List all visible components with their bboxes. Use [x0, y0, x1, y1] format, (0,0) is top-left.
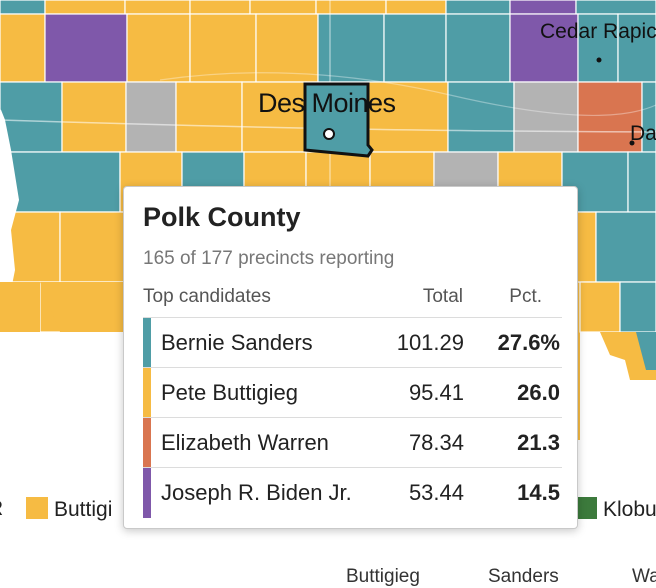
county-buttigieg: [175, 81, 243, 153]
legend-item-r: R: [0, 497, 3, 521]
county-sanders: [577, 13, 619, 83]
legend-swatch-klobuchar: [575, 497, 597, 519]
davenport-marker-icon: [629, 140, 635, 146]
candidate-row: Bernie Sanders 101.29 27.6%: [143, 317, 562, 368]
header-total: Total: [422, 286, 463, 307]
county-tie: [125, 81, 177, 153]
table-header-sanders[interactable]: Sanders: [488, 566, 559, 587]
city-label-cedar-rapids: Cedar Rapic: [540, 20, 656, 43]
county-tie: [513, 81, 579, 153]
county-sanders: [383, 13, 447, 83]
candidate-pct: 27.6%: [497, 330, 560, 355]
county-buttigieg: [0, 13, 46, 83]
legend-label: Klobu: [603, 498, 656, 521]
candidate-color-bar: [143, 418, 151, 468]
candidate-total: 53.44: [408, 480, 464, 505]
candidate-pct: 21.3: [517, 430, 560, 455]
county-sanders: [619, 281, 656, 333]
des-moines-marker-icon: [323, 128, 335, 140]
legend-item-buttigieg: Buttigi: [26, 497, 112, 522]
county-buttigieg: [241, 81, 307, 153]
legend-label: Buttigi: [54, 498, 113, 521]
county-biden: [509, 0, 577, 15]
county-sanders: [0, 0, 46, 15]
candidate-pct: 26.0: [517, 380, 560, 405]
county-biden: [509, 13, 579, 83]
county-buttigieg: [315, 0, 387, 15]
header-top-candidates: Top candidates: [143, 286, 271, 307]
legend-label: R: [0, 497, 3, 520]
candidate-total: 95.41: [408, 380, 464, 405]
county-buttigieg: [385, 0, 447, 15]
county-buttigieg: [61, 81, 127, 153]
candidate-name: Elizabeth Warren: [161, 430, 329, 455]
county-name: Polk County: [143, 202, 301, 232]
county-biden: [44, 13, 128, 83]
city-label-davenport: Da: [630, 122, 656, 145]
county-sanders: [445, 13, 511, 83]
county-buttigieg: [255, 13, 319, 83]
precincts-reporting: 165 of 177 precincts reporting: [143, 248, 395, 269]
legend-item-klobuchar: Klobu: [575, 497, 656, 522]
state-border-mask: [0, 110, 18, 440]
county-buttigieg: [124, 0, 191, 15]
candidate-name: Bernie Sanders: [161, 330, 313, 355]
county-buttigieg: [579, 281, 621, 333]
county-sanders: [317, 13, 385, 83]
table-header-warren[interactable]: Wa: [632, 566, 656, 587]
county-buttigieg: [249, 0, 317, 15]
county-buttigieg: [189, 13, 257, 83]
candidate-name: Joseph R. Biden Jr.: [161, 480, 352, 505]
county-sanders: [617, 13, 656, 83]
candidate-color-bar: [143, 368, 151, 418]
cedar-rapids-marker-icon: [596, 57, 602, 63]
county-buttigieg: [59, 211, 125, 283]
county-sanders: [0, 81, 63, 153]
county-sanders: [0, 151, 121, 213]
county-buttigieg: [126, 13, 191, 83]
city-label-des-moines: Des Moines: [258, 88, 396, 118]
candidate-color-bar: [143, 318, 151, 368]
candidate-color-bar: [143, 468, 151, 518]
county-sanders: [595, 211, 656, 283]
county-results-tooltip: Polk County 165 of 177 precincts reporti…: [123, 186, 578, 529]
county-sanders: [627, 151, 656, 213]
header-pct: Pct.: [509, 286, 542, 307]
county-buttigieg: [367, 81, 449, 153]
county-sanders: [445, 0, 511, 15]
county-sanders: [447, 81, 515, 153]
polk-county-highlight: [303, 82, 374, 158]
county-sanders: [575, 0, 656, 15]
candidate-name: Pete Buttigieg: [161, 380, 298, 405]
county-buttigieg: [189, 0, 251, 15]
candidate-row: Pete Buttigieg 95.41 26.0: [143, 367, 562, 418]
candidate-row: Elizabeth Warren 78.34 21.3: [143, 417, 562, 468]
legend-swatch-buttigieg: [26, 497, 48, 519]
candidate-total: 101.29: [396, 330, 464, 355]
county-buttigieg: [44, 0, 126, 15]
candidate-total: 78.34: [408, 430, 464, 455]
candidate-pct: 14.5: [517, 480, 560, 505]
candidate-row: Joseph R. Biden Jr. 53.44 14.5: [143, 467, 562, 518]
table-header-buttigieg[interactable]: Buttigieg: [346, 566, 420, 587]
